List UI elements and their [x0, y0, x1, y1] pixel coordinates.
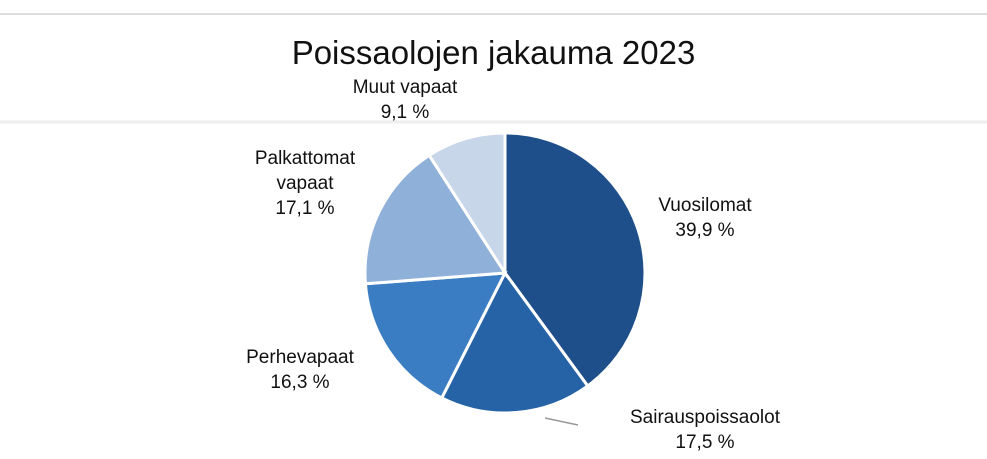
leader-line [544, 417, 579, 426]
pie-slice [503, 131, 647, 389]
slice-value-label: 17,1 % [275, 198, 335, 219]
slice-value-label: 9,1 % [380, 102, 430, 123]
slice-label: Sairauspoissaolot [630, 407, 780, 428]
pie-slice [363, 153, 508, 286]
slice-value-label: 17,5 % [675, 432, 735, 453]
slice-label: Perhevapaat [246, 347, 354, 368]
slice-label: Vuosilomat [658, 195, 752, 216]
pie-slice [439, 270, 590, 415]
slice-value-label: 39,9 % [675, 220, 735, 241]
chart-title: Poissaolojen jakauma 2023 [291, 34, 696, 71]
pie-slice [363, 271, 508, 400]
slice-label: Palkattomat vapaat [254, 148, 356, 194]
pie-slice [427, 131, 507, 279]
slice-label: Muut vapaat [352, 77, 458, 98]
slice-value-label: 16,3 % [270, 372, 330, 393]
